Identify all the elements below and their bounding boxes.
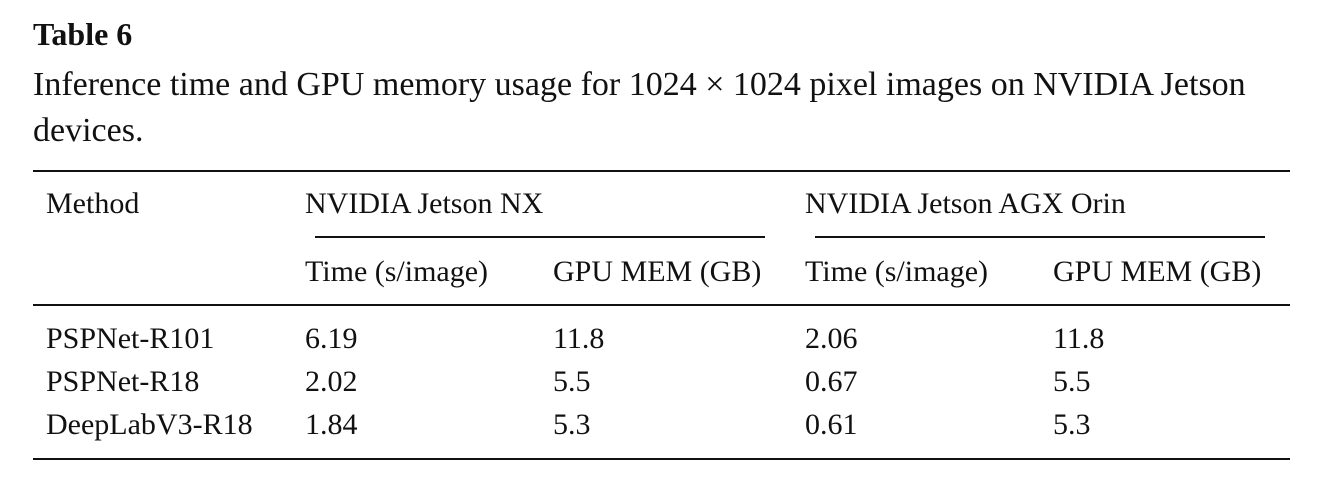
table-cell: 11.8 (1053, 322, 1105, 355)
column-header: GPU MEM (GB) (1053, 255, 1262, 288)
table-caption: Inference time and GPU memory usage for … (33, 66, 1246, 149)
method-header: Method (46, 187, 140, 220)
table-cell: 5.3 (553, 408, 591, 441)
table-cell: 2.02 (305, 365, 358, 398)
table-cell: 5.5 (553, 365, 591, 398)
table-cell: 5.3 (1053, 408, 1091, 441)
table-cell: 6.19 (305, 322, 358, 355)
column-header: Time (s/image) (805, 255, 989, 288)
table-cell: 0.67 (805, 365, 858, 398)
table-cell: 11.8 (553, 322, 605, 355)
group-header: NVIDIA Jetson NX (305, 187, 544, 220)
group-underline (815, 236, 1265, 238)
column-header: GPU MEM (GB) (553, 255, 762, 288)
table-cell: 0.61 (805, 408, 858, 441)
table-cell: 2.06 (805, 322, 858, 355)
table-cell: 1.84 (305, 408, 358, 441)
top-rule (33, 170, 1290, 172)
bottom-rule (33, 458, 1290, 460)
row-label: PSPNet-R18 (46, 365, 200, 398)
row-label: DeepLabV3-R18 (46, 408, 253, 441)
row-label: PSPNet-R101 (46, 322, 215, 355)
group-header: NVIDIA Jetson AGX Orin (805, 187, 1126, 220)
mid-rule (33, 304, 1290, 306)
table-cell: 5.5 (1053, 365, 1091, 398)
table-label: Table 6 (33, 16, 133, 52)
column-header: Time (s/image) (305, 255, 489, 288)
group-underline (315, 236, 765, 238)
